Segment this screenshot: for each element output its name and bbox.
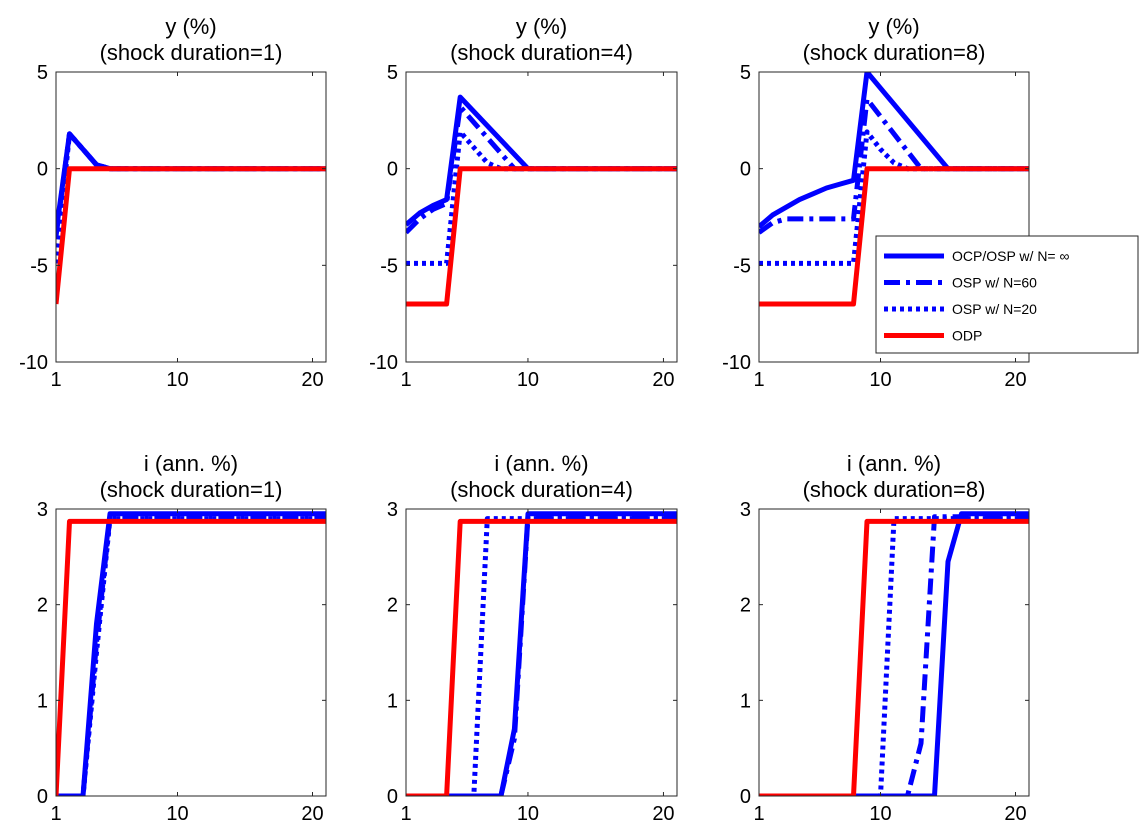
y-tick-label: -5 — [30, 255, 48, 277]
panel-subtitle: (shock duration=4) — [450, 477, 633, 502]
series-group — [759, 511, 1029, 796]
series-line-4 — [56, 518, 326, 796]
x-tick-label: 20 — [301, 803, 323, 825]
x-tick-label: 1 — [50, 369, 61, 391]
x-tick-label: 1 — [400, 803, 411, 825]
x-tick-label: 10 — [517, 803, 539, 825]
x-tick-label: 20 — [652, 369, 674, 391]
series-line-4 — [759, 166, 1029, 307]
x-tick-label: 20 — [1004, 803, 1026, 825]
panel-subtitle: (shock duration=8) — [803, 477, 986, 502]
series-line-1 — [56, 131, 326, 233]
x-tick-label: 1 — [753, 369, 764, 391]
x-tick-label: 10 — [869, 369, 891, 391]
series-line-2 — [56, 131, 326, 237]
panel-title: i (ann. %) — [144, 451, 238, 476]
y-tick-label: -10 — [19, 352, 48, 374]
y-tick-label: -5 — [733, 255, 751, 277]
series-line-2 — [759, 514, 1029, 796]
panel-title: y (%) — [165, 14, 216, 39]
y-tick-label: -5 — [380, 255, 398, 277]
panel-title: i (ann. %) — [494, 451, 588, 476]
panel-title: y (%) — [516, 14, 567, 39]
y-tick-label: 2 — [37, 595, 48, 617]
y-tick-label: 5 — [740, 62, 751, 84]
x-tick-label: 10 — [517, 369, 539, 391]
x-tick-label: 10 — [166, 369, 188, 391]
y-tick-label: 0 — [740, 159, 751, 181]
series-group — [406, 511, 677, 796]
series-line-4 — [56, 166, 326, 305]
y-tick-label: 0 — [37, 159, 48, 181]
y-tick-label: 0 — [740, 786, 751, 808]
axes-frame — [405, 71, 678, 363]
y-tick-label: 0 — [37, 786, 48, 808]
x-tick-label: 1 — [753, 803, 764, 825]
series-group — [406, 94, 677, 307]
panel-3: y (%)(shock duration=8) 1 10 20 5 0 -5 -10 — [722, 14, 1030, 391]
y-tick-label: 1 — [740, 690, 751, 712]
x-tick-label: 10 — [166, 803, 188, 825]
panel-1: y (%)(shock duration=1) 1 10 20 5 0 -5 -10 — [19, 14, 327, 391]
y-tick-label: 1 — [387, 690, 398, 712]
panel-subtitle: (shock duration=1) — [100, 477, 283, 502]
series-group — [759, 72, 1029, 307]
y-tick-label: 3 — [387, 499, 398, 521]
x-tick-label: 1 — [400, 369, 411, 391]
panel-title: i (ann. %) — [847, 451, 941, 476]
y-tick-label: 0 — [387, 786, 398, 808]
x-tick-label: 20 — [301, 369, 323, 391]
legend-label: OCP/OSP w/ N= ∞ — [952, 248, 1069, 264]
y-tick-label: 1 — [37, 690, 48, 712]
series-line-3 — [56, 131, 326, 264]
axes-frame — [405, 508, 678, 797]
series-line-1 — [759, 72, 1029, 229]
legend-label: OSP w/ N=60 — [952, 275, 1037, 291]
panel-title: y (%) — [868, 14, 919, 39]
series-line-1 — [759, 511, 1029, 796]
axes-frame — [758, 508, 1030, 797]
axes-frame — [758, 71, 1030, 363]
y-tick-label: 3 — [37, 499, 48, 521]
panel-2: y (%)(shock duration=4) 1 10 20 5 0 -5 -10 — [369, 14, 678, 391]
x-tick-label: 10 — [869, 803, 891, 825]
x-tick-label: 1 — [50, 803, 61, 825]
x-tick-label: 20 — [652, 803, 674, 825]
axes-frame — [55, 71, 327, 363]
y-tick-label: -10 — [369, 352, 398, 374]
y-tick-label: 0 — [387, 159, 398, 181]
series-group — [56, 511, 326, 796]
y-tick-label: 5 — [387, 62, 398, 84]
y-tick-label: 2 — [740, 595, 751, 617]
y-tick-label: -10 — [722, 352, 751, 374]
series-line-2 — [759, 96, 1029, 235]
y-tick-label: 5 — [37, 62, 48, 84]
panel-subtitle: (shock duration=4) — [450, 40, 633, 65]
axes-frame — [55, 508, 327, 797]
series-line-4 — [406, 518, 677, 796]
legend: OCP/OSP w/ N= ∞ OSP w/ N=60 OSP w/ N=20 ODP — [875, 235, 1139, 354]
series-line-3 — [759, 516, 1029, 796]
y-tick-label: 2 — [387, 595, 398, 617]
series-line-2 — [56, 514, 326, 796]
panel-subtitle: (shock duration=8) — [803, 40, 986, 65]
y-tick-label: 3 — [740, 499, 751, 521]
series-line-3 — [56, 516, 326, 796]
legend-label: ODP — [952, 328, 982, 344]
x-tick-label: 20 — [1004, 369, 1026, 391]
series-line-1 — [406, 94, 677, 227]
series-group — [56, 131, 326, 305]
series-line-3 — [406, 516, 677, 796]
series-line-4 — [406, 166, 677, 307]
panel-subtitle: (shock duration=1) — [100, 40, 283, 65]
legend-label: OSP w/ N=20 — [952, 301, 1037, 317]
series-line-4 — [759, 518, 1029, 796]
